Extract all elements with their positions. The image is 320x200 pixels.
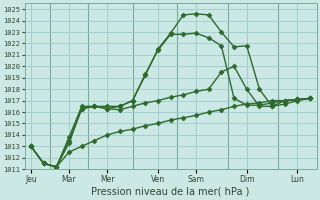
X-axis label: Pression niveau de la mer( hPa ): Pression niveau de la mer( hPa ) <box>92 187 250 197</box>
